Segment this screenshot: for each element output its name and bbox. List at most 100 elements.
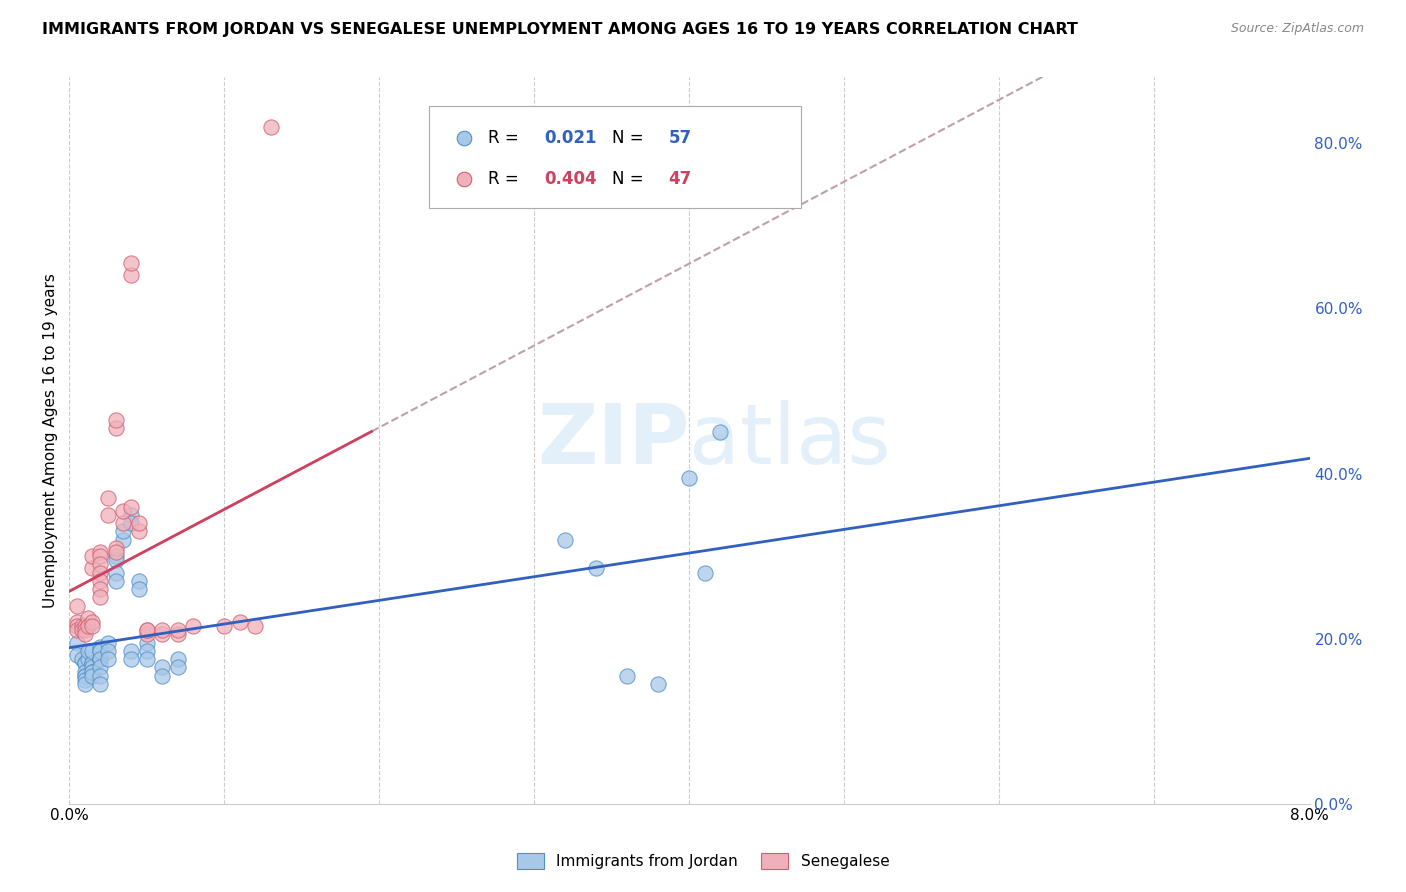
Point [66, 619, 89, 633]
Point [104, 421, 127, 435]
Point [616, 669, 638, 683]
Point [66, 599, 89, 613]
Point [97, 491, 120, 506]
Point [89, 677, 111, 691]
Point [120, 644, 142, 658]
Point [89, 566, 111, 580]
Point [97, 508, 120, 522]
Point [73, 669, 96, 683]
Text: 47: 47 [668, 170, 692, 188]
Y-axis label: Unemployment Among Ages 16 to 19 years: Unemployment Among Ages 16 to 19 years [44, 273, 58, 608]
Point [150, 624, 173, 638]
Point [76, 619, 98, 633]
Point [104, 574, 127, 588]
Point [693, 566, 716, 580]
Point [82, 657, 104, 671]
Point [150, 660, 173, 674]
Point [89, 652, 111, 666]
Point [76, 652, 98, 666]
Point [120, 500, 142, 514]
Point [120, 516, 142, 530]
Point [166, 652, 188, 666]
Point [76, 644, 98, 658]
Point [104, 566, 127, 580]
Point [82, 665, 104, 679]
Point [82, 644, 104, 658]
Point [82, 660, 104, 674]
Point [166, 627, 188, 641]
Point [104, 545, 127, 559]
Point [104, 541, 127, 555]
Point [89, 640, 111, 654]
Point [73, 677, 96, 691]
Point [76, 611, 98, 625]
Point [647, 677, 669, 691]
Text: atlas: atlas [689, 400, 891, 481]
Text: N =: N = [613, 170, 650, 188]
Point [89, 644, 111, 658]
Point [104, 549, 127, 563]
Point [135, 624, 157, 638]
Point [128, 516, 150, 530]
Point [73, 665, 96, 679]
Point [82, 561, 104, 575]
Point [135, 624, 157, 638]
Point [89, 652, 111, 666]
Point [181, 619, 204, 633]
Point [585, 561, 607, 575]
Point [89, 558, 111, 572]
Point [104, 553, 127, 567]
Point [128, 524, 150, 539]
Point [97, 652, 120, 666]
Point [112, 524, 135, 539]
Point [89, 660, 111, 674]
Point [120, 268, 142, 283]
Point [112, 516, 135, 530]
Text: Source: ZipAtlas.com: Source: ZipAtlas.com [1230, 22, 1364, 36]
Legend: Immigrants from Jordan, Senegalese: Immigrants from Jordan, Senegalese [510, 847, 896, 875]
Point [89, 574, 111, 588]
Text: IMMIGRANTS FROM JORDAN VS SENEGALESE UNEMPLOYMENT AMONG AGES 16 TO 19 YEARS CORR: IMMIGRANTS FROM JORDAN VS SENEGALESE UNE… [42, 22, 1078, 37]
Point [150, 669, 173, 683]
Point [245, 619, 267, 633]
Point [166, 660, 188, 674]
Text: R =: R = [488, 170, 524, 188]
Point [82, 669, 104, 683]
Point [70, 624, 93, 638]
Text: N =: N = [613, 129, 650, 147]
Text: 57: 57 [668, 129, 692, 147]
FancyBboxPatch shape [429, 106, 801, 208]
Point [97, 636, 120, 650]
Point [260, 120, 283, 134]
Point [73, 657, 96, 671]
Point [97, 644, 120, 658]
Point [89, 545, 111, 559]
Point [554, 533, 576, 547]
Point [70, 652, 93, 666]
Point [150, 627, 173, 641]
Point [70, 619, 93, 633]
Point [89, 582, 111, 596]
Text: R =: R = [488, 129, 524, 147]
Point [120, 256, 142, 270]
Point [678, 470, 700, 484]
Point [73, 624, 96, 638]
Point [135, 636, 157, 650]
Point [135, 627, 157, 641]
Text: 0.021: 0.021 [544, 129, 596, 147]
Point [82, 615, 104, 629]
Point [128, 582, 150, 596]
Point [66, 636, 89, 650]
Point [82, 665, 104, 679]
Point [120, 652, 142, 666]
Point [89, 644, 111, 658]
Point [73, 619, 96, 633]
Point [73, 669, 96, 683]
Point [112, 533, 135, 547]
Point [166, 624, 188, 638]
Point [66, 615, 89, 629]
Point [89, 549, 111, 563]
Point [135, 644, 157, 658]
Point [73, 627, 96, 641]
Point [89, 652, 111, 666]
